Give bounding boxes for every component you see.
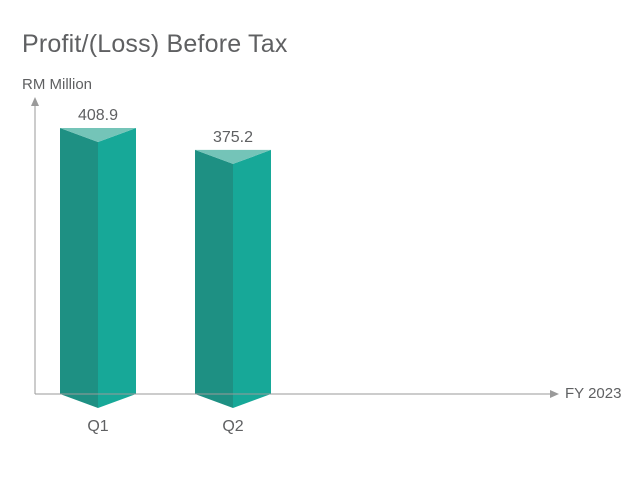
x-axis-arrow <box>550 390 559 398</box>
bar-q2 <box>195 149 271 408</box>
bar-series <box>60 128 271 408</box>
x-axis-label: FY 2023 <box>565 385 621 402</box>
value-labels: 408.9 375.2 <box>78 107 253 146</box>
bar-right-face <box>233 149 271 408</box>
y-axis-arrow <box>31 97 39 106</box>
bar-top-face <box>195 149 271 164</box>
y-axis-label: RM Million <box>22 76 92 93</box>
bar-right-face <box>98 128 136 408</box>
bar-top-face <box>60 128 136 142</box>
value-label: 375.2 <box>213 129 253 146</box>
bar-q1 <box>60 128 136 408</box>
chart-title: Profit/(Loss) Before Tax <box>22 30 288 58</box>
category-label: Q1 <box>87 418 108 435</box>
bar-left-face <box>195 149 233 408</box>
value-label: 408.9 <box>78 107 118 124</box>
category-labels: Q1 Q2 <box>87 418 243 435</box>
bar-left-face <box>60 128 98 408</box>
category-label: Q2 <box>222 418 243 435</box>
